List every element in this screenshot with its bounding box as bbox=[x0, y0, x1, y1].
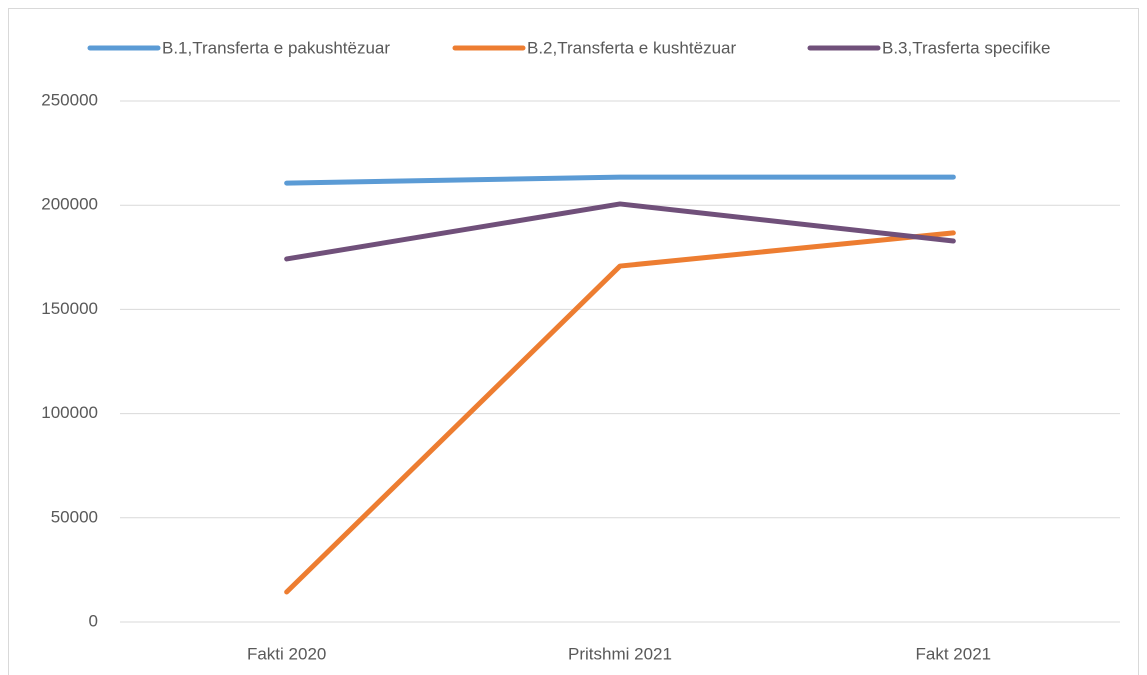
y-tick-label: 100000 bbox=[41, 403, 98, 422]
y-tick-label: 200000 bbox=[41, 195, 98, 214]
series-line bbox=[284, 174, 956, 186]
chart-frame bbox=[8, 8, 1139, 675]
legend-label: B.3,Trasferta specifike bbox=[882, 38, 1051, 57]
series-line bbox=[284, 201, 956, 262]
y-tick-label: 150000 bbox=[41, 299, 98, 318]
x-tick-label: Fakti 2020 bbox=[247, 644, 326, 663]
y-tick-label: 250000 bbox=[41, 90, 98, 109]
legend-label: B.1,Transferta e pakushtëzuar bbox=[162, 38, 390, 57]
y-tick-label: 50000 bbox=[51, 507, 98, 526]
x-tick-label: Pritshmi 2021 bbox=[568, 644, 672, 663]
legend-label: B.2,Transferta e kushtëzuar bbox=[527, 38, 736, 57]
y-tick-label: 0 bbox=[89, 611, 98, 630]
series-line bbox=[284, 230, 956, 595]
x-tick-label: Fakt 2021 bbox=[916, 644, 992, 663]
